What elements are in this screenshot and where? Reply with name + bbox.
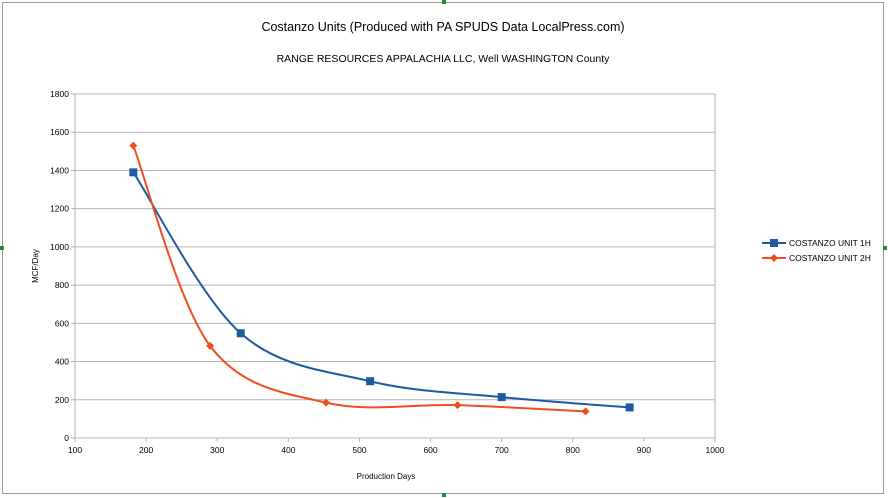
x-tick-label: 500 [352, 445, 366, 455]
legend: COSTANZO UNIT 1H COSTANZO UNIT 2H [762, 238, 871, 263]
y-tick-label: 1000 [50, 242, 69, 252]
legend-item-1: COSTANZO UNIT 1H [762, 238, 871, 248]
y-tick-label: 400 [55, 357, 69, 367]
series-point-3 [322, 398, 331, 407]
series-point-3 [366, 377, 375, 386]
chart-subtitle: RANGE RESOURCES APPALACHIA LLC, Well WAS… [277, 53, 611, 65]
series-line [132, 171, 630, 409]
series-point-4 [453, 401, 462, 410]
selection-handle-bottom[interactable] [442, 493, 446, 497]
y-tick-label: 600 [55, 318, 69, 328]
x-tick-label: 600 [423, 445, 437, 455]
series-layer [129, 141, 634, 416]
series-point-legend [770, 254, 778, 262]
y-tick-label: 0 [64, 433, 69, 443]
chart-title: Costanzo Units (Produced with PA SPUDS D… [261, 20, 624, 34]
series-point-5 [625, 403, 634, 412]
y-axis-label: MCF/Day [31, 249, 40, 283]
series-point-2 [236, 329, 245, 338]
x-tick-label: 900 [637, 445, 651, 455]
x-tick-label: 1000 [706, 445, 725, 455]
x-tick-label: 200 [139, 445, 153, 455]
legend-label: COSTANZO UNIT 1H [789, 238, 871, 248]
x-tick-label: 400 [281, 445, 295, 455]
y-tick-label: 1600 [50, 127, 69, 137]
axes [71, 93, 716, 442]
series-point-4 [497, 393, 506, 402]
series-point-2 [206, 341, 215, 350]
y-tick-label: 1200 [50, 204, 69, 214]
series-point-legend [770, 239, 778, 247]
series-2 [129, 141, 590, 416]
y-tick-label: 200 [55, 395, 69, 405]
x-tick-label: 300 [210, 445, 224, 455]
selection-handle-top[interactable] [442, 0, 446, 4]
x-axis-label: Production Days [357, 472, 416, 481]
series-line [132, 145, 586, 413]
grid-lines [75, 93, 715, 401]
legend-label: COSTANZO UNIT 2H [789, 253, 871, 263]
y-tick-label: 1800 [50, 89, 69, 99]
x-tick-label: 100 [68, 445, 82, 455]
selection-handle-right[interactable] [883, 246, 887, 250]
y-tick-label: 1400 [50, 165, 69, 175]
series-point-1 [129, 141, 138, 150]
series-point-1 [129, 168, 138, 177]
legend-item-2: COSTANZO UNIT 2H [762, 253, 871, 263]
tick-labels: 0 200 400 600 800 1000 1200 1400 1600 1800 100 200 3… [50, 89, 725, 455]
series-1 [129, 168, 634, 412]
x-tick-label: 700 [495, 445, 509, 455]
y-tick-label: 800 [55, 280, 69, 290]
series-point-5 [581, 407, 590, 416]
x-tick-label: 800 [566, 445, 580, 455]
plot-area [74, 93, 716, 439]
selection-handle-left[interactable] [0, 246, 4, 250]
